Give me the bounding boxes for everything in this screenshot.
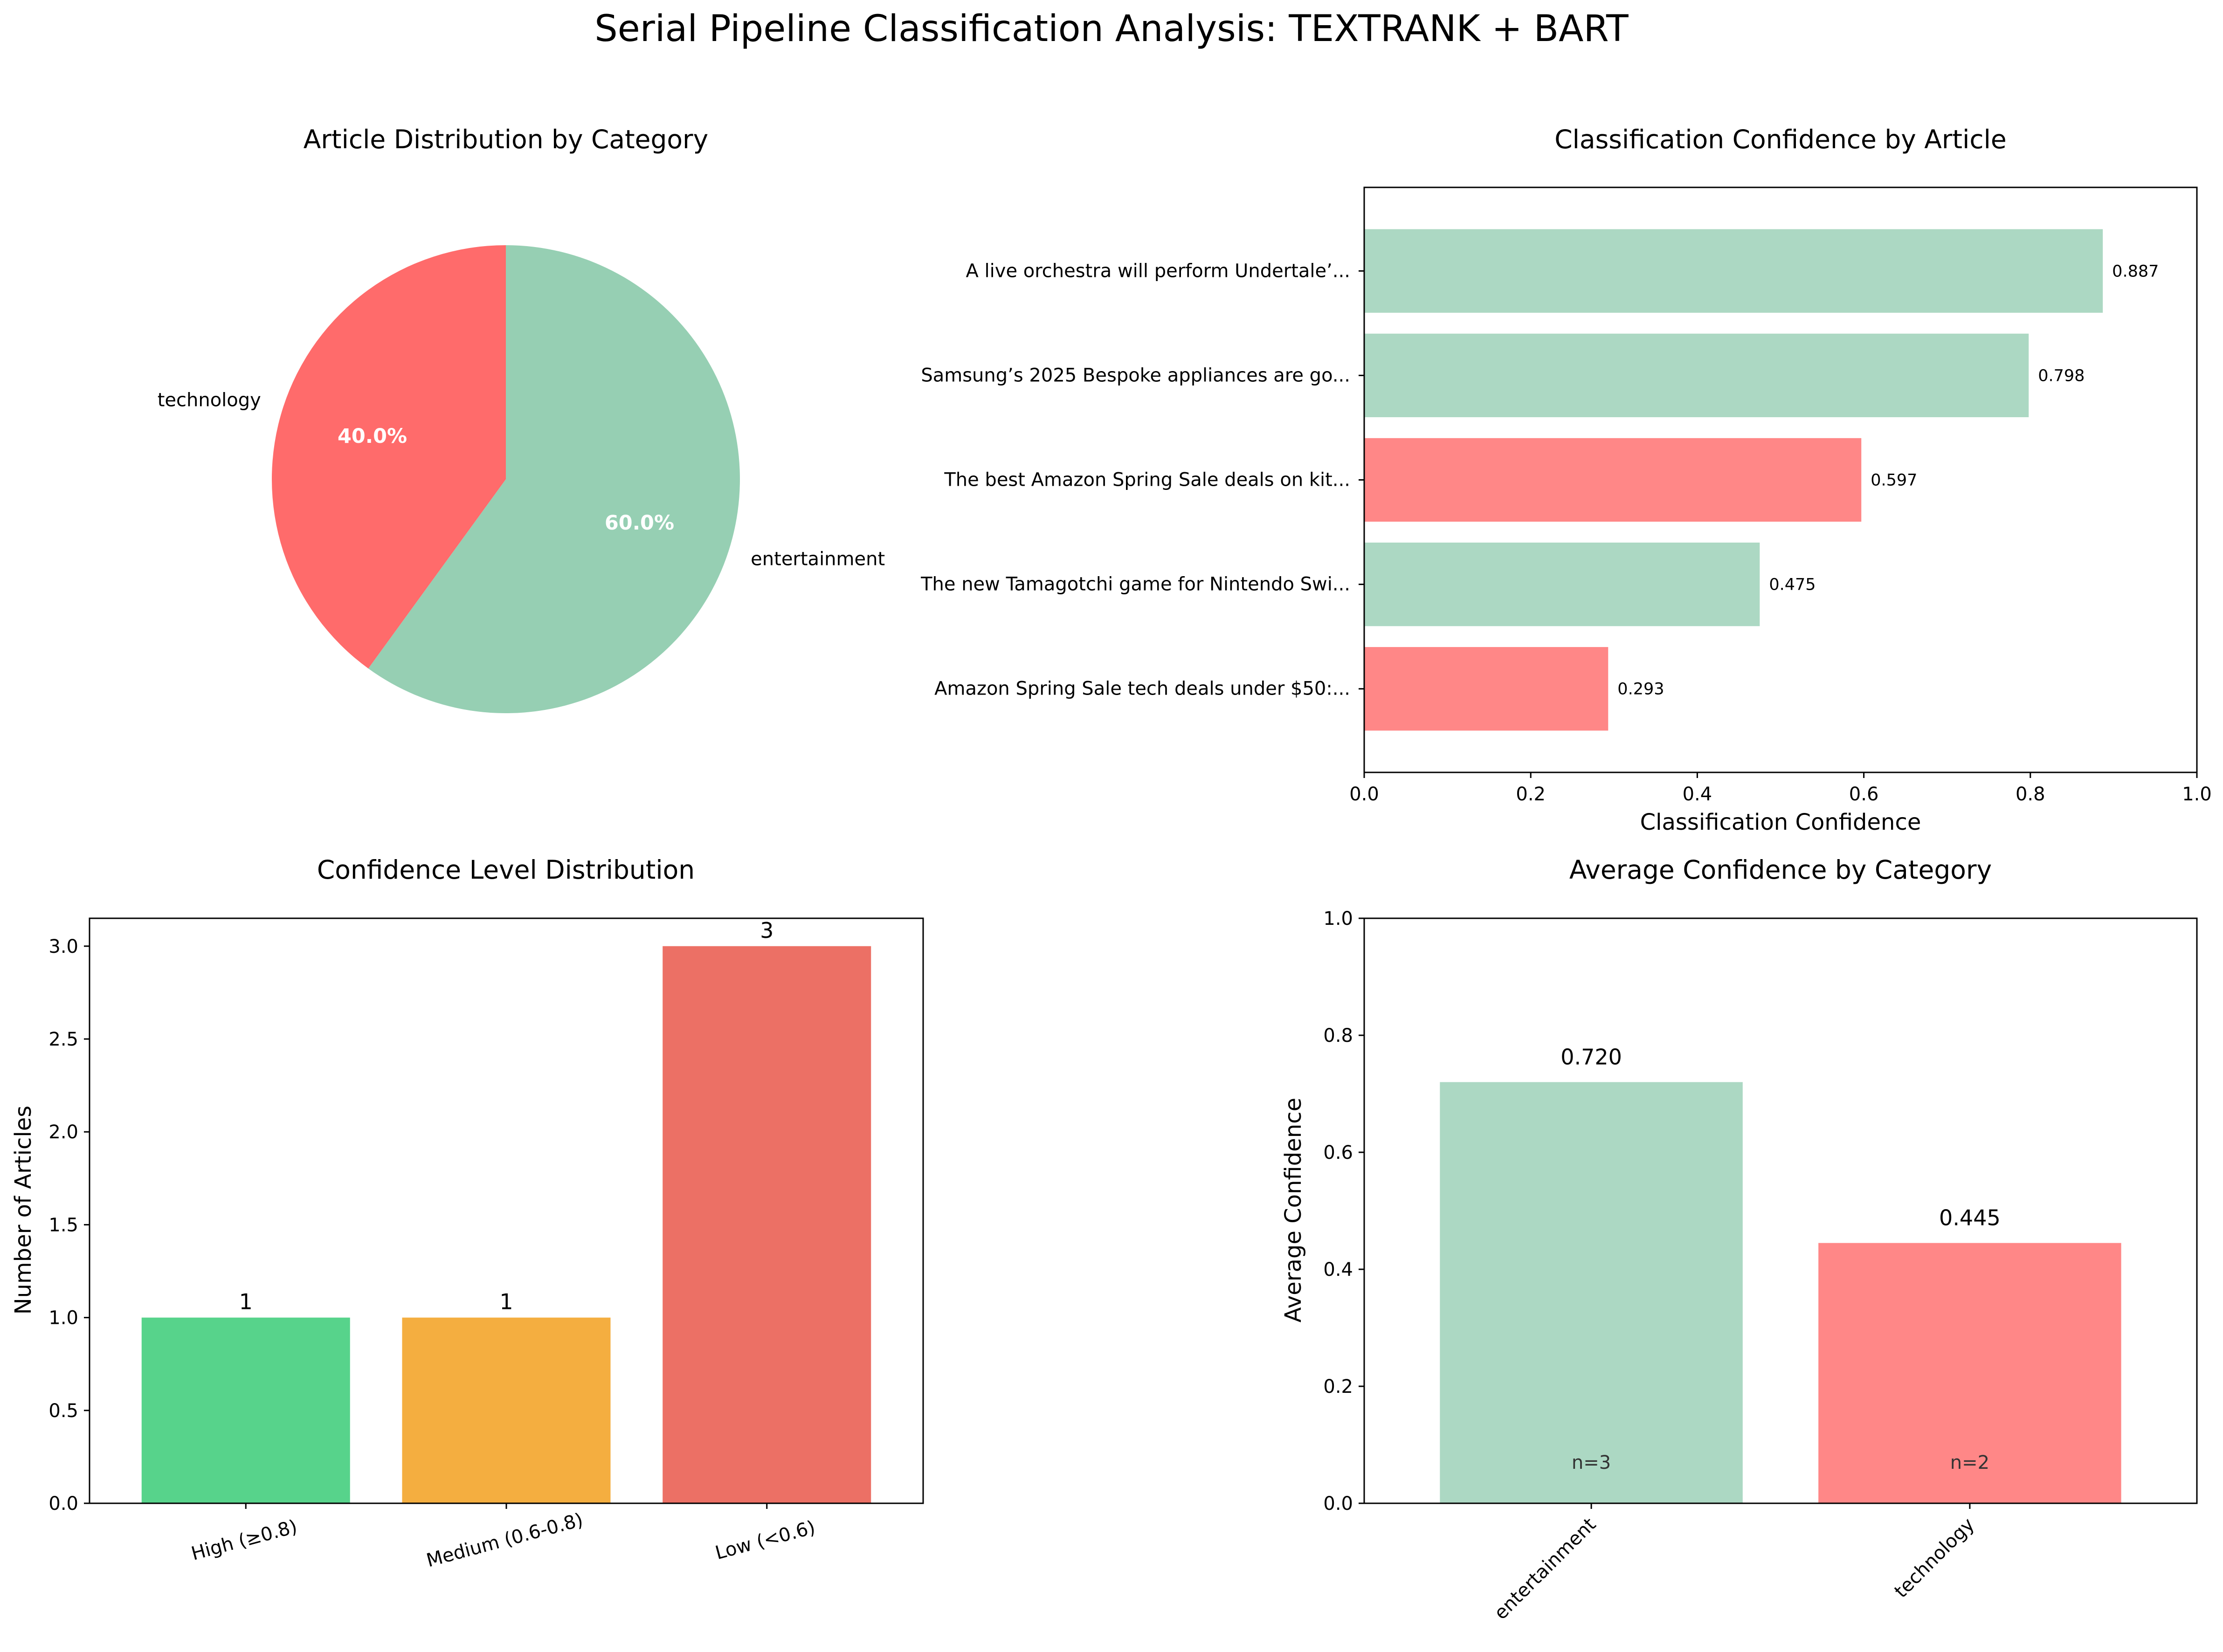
average-confidence-panel: Average Confidence by Category 0.720n=30… xyxy=(1280,855,2198,1624)
average-confidence-title: Average Confidence by Category xyxy=(1569,855,1992,885)
y-tick-label: 2.5 xyxy=(48,1029,78,1050)
x-tick-label: 0.8 xyxy=(2016,784,2045,805)
y-tick-label: 0.6 xyxy=(1323,1142,1353,1163)
average-confidence-y-axis-label: Average Confidence xyxy=(1280,1098,1306,1322)
x-tick-label: 0.0 xyxy=(1349,784,1379,805)
y-tick-label: 1.0 xyxy=(1323,908,1353,929)
pie-chart-panel: Article Distribution by Category enterta… xyxy=(158,124,885,713)
article-title-tick-label: Samsung’s 2025 Bespoke appliances are go… xyxy=(921,365,1350,386)
article-confidence-bar xyxy=(1364,229,2103,313)
figure-title: Serial Pipeline Classification Analysis:… xyxy=(594,8,1629,50)
article-confidence-value-label: 0.475 xyxy=(1769,576,1816,594)
confidence-level-y-axis-label: Number of Articles xyxy=(10,1106,36,1315)
article-confidence-value-label: 0.798 xyxy=(2038,366,2085,385)
confidence-level-bar xyxy=(141,1317,350,1503)
y-tick-label: 0.0 xyxy=(48,1493,78,1514)
y-tick-label: 0.5 xyxy=(48,1400,78,1422)
average-confidence-bars: 0.720 n=3 0.445 n=2 xyxy=(1440,1044,2121,1503)
x-tick-label: 0.4 xyxy=(1683,784,1712,805)
confidence-level-bar xyxy=(402,1317,611,1503)
confidence-by-article-panel: Classification Confidence by Article 0.8… xyxy=(920,124,2212,835)
pie-slice-technology xyxy=(271,245,506,669)
x-tick-label: 1.0 xyxy=(2182,784,2212,805)
y-tick-label: 2.0 xyxy=(48,1122,78,1143)
y-tick-label: 0.8 xyxy=(1323,1025,1353,1046)
y-tick-label: 0.4 xyxy=(1323,1259,1353,1280)
article-confidence-bar xyxy=(1364,333,2029,418)
article-confidence-value-label: 0.887 xyxy=(2112,262,2159,281)
pie-chart-title: Article Distribution by Category xyxy=(304,124,708,154)
article-confidence-bar xyxy=(1364,542,1760,626)
article-confidence-value-label: 0.597 xyxy=(1871,471,1917,490)
confidence-level-bar xyxy=(663,946,871,1503)
confidence-level-count-label: 3 xyxy=(760,918,773,943)
confidence-by-article-bars: 0.887 0.798 0.597 0.475 0.293 xyxy=(1364,229,2159,731)
pie-label-entertainment: entertainment xyxy=(751,549,885,570)
pie-labels: entertainment 60.0% technology 40.0% xyxy=(158,389,885,570)
average-confidence-bar xyxy=(1818,1243,2121,1503)
article-title-tick-label: Amazon Spring Sale tech deals under $50:… xyxy=(934,678,1350,700)
confidence-level-panel: Confidence Level Distribution 1 13 High (… xyxy=(10,855,924,1571)
pie-slice-entertainment xyxy=(368,245,740,713)
y-tick-label: 1.5 xyxy=(48,1214,78,1236)
axes-frame xyxy=(1363,917,2198,1504)
axes-frame xyxy=(89,917,924,1504)
confidence-by-article-title: Classification Confidence by Article xyxy=(1554,124,2007,154)
article-title-tick-label: The new Tamagotchi game for Nintendo Swi… xyxy=(920,574,1350,595)
x-tick-label: 0.6 xyxy=(1849,784,1879,805)
pie-slices xyxy=(271,245,740,713)
pie-label-technology: technology xyxy=(158,389,261,411)
pie-percent-entertainment: 60.0% xyxy=(605,511,674,535)
confidence-by-article-axes: A live orchestra will perform Undertale’… xyxy=(920,186,2212,805)
average-confidence-value-label: 0.720 xyxy=(1560,1044,1622,1069)
confidence-by-article-x-axis-label: Classification Confidence xyxy=(1640,809,1921,835)
article-confidence-bar xyxy=(1364,438,1862,522)
article-title-tick-label: The best Amazon Spring Sale deals on kit… xyxy=(944,469,1350,491)
article-confidence-value-label: 0.293 xyxy=(1617,680,1664,699)
y-tick-label: 3.0 xyxy=(48,936,78,957)
confidence-level-title: Confidence Level Distribution xyxy=(317,855,695,885)
average-confidence-value-label: 0.445 xyxy=(1939,1205,2001,1231)
average-confidence-bar xyxy=(1440,1082,1743,1503)
confidence-level-count-label: 1 xyxy=(239,1289,253,1315)
article-title-tick-label: A live orchestra will perform Undertale’… xyxy=(966,260,1350,282)
y-tick-label: 1.0 xyxy=(48,1308,78,1329)
axes-frame xyxy=(1363,186,2198,773)
confidence-level-bars: 1 1 3 xyxy=(141,918,871,1503)
article-count-label: n=2 xyxy=(1950,1452,1989,1473)
x-tick-label: 0.2 xyxy=(1516,784,1546,805)
y-tick-label: 0.2 xyxy=(1323,1376,1353,1397)
article-count-label: n=3 xyxy=(1572,1452,1611,1473)
pie-percent-technology: 40.0% xyxy=(338,425,407,448)
article-confidence-bar xyxy=(1364,647,1609,731)
y-tick-label: 0.0 xyxy=(1323,1493,1353,1514)
confidence-level-count-label: 1 xyxy=(499,1289,513,1315)
